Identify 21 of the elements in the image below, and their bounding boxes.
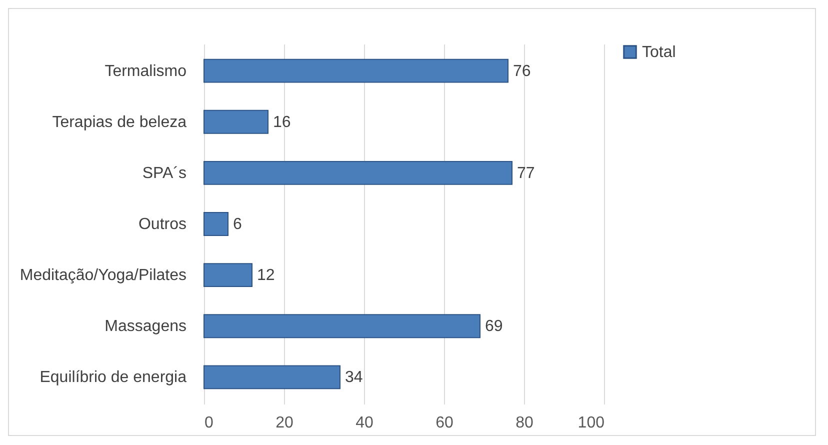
x-tick-label: 60: [436, 414, 454, 432]
y-tick-label: Terapias de beleza: [52, 114, 187, 131]
legend-label: Total: [642, 44, 676, 61]
y-tick-label: Outros: [138, 216, 186, 233]
x-tick-label: 80: [516, 414, 534, 432]
data-label: 34: [345, 369, 363, 386]
data-label: 16: [273, 114, 291, 131]
data-label: 6: [233, 216, 242, 233]
y-tick-label: Equilíbrio de energia: [40, 369, 187, 386]
y-tick-label: Massagens: [104, 318, 186, 336]
data-label: 12: [257, 267, 275, 284]
x-tick-label: 20: [276, 414, 294, 432]
x-tick-label: 0: [204, 414, 214, 432]
data-label: 77: [517, 164, 535, 182]
x-tick-label: 40: [356, 414, 374, 432]
y-tick-label: SPA´s: [142, 164, 186, 182]
y-tick-label: Termalismo: [104, 62, 187, 80]
data-label: 76: [513, 62, 531, 80]
x-tick-label: 100: [578, 414, 605, 432]
data-label: 69: [485, 318, 503, 336]
y-tick-label: Meditação/Yoga/Pilates: [20, 267, 186, 284]
